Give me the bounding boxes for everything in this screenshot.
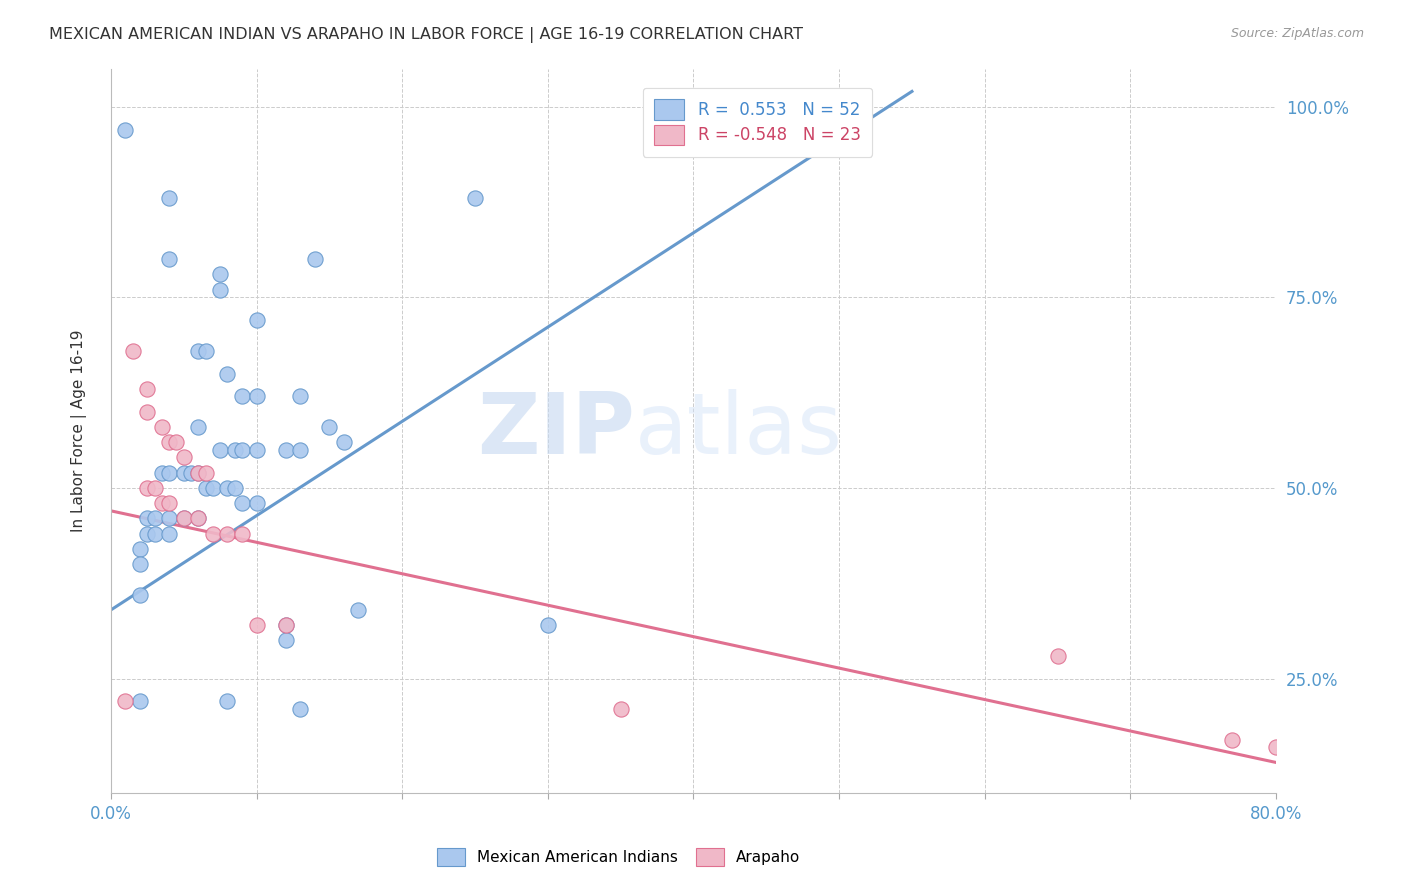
- Point: [217, 526, 239, 541]
- Point: [245, 618, 267, 632]
- Point: [290, 389, 312, 403]
- Point: [150, 466, 173, 480]
- Point: [150, 496, 173, 510]
- Point: [136, 382, 159, 396]
- Point: [217, 367, 239, 381]
- Point: [1222, 732, 1244, 747]
- Point: [245, 389, 267, 403]
- Point: [245, 313, 267, 327]
- Point: [173, 450, 195, 465]
- Point: [173, 466, 195, 480]
- Point: [173, 511, 195, 525]
- Point: [201, 526, 224, 541]
- Legend: Mexican American Indians, Arapaho: Mexican American Indians, Arapaho: [427, 838, 810, 875]
- Point: [157, 191, 180, 205]
- Text: ZIP: ZIP: [478, 389, 636, 472]
- Point: [209, 268, 232, 282]
- Point: [537, 618, 560, 632]
- Point: [136, 511, 159, 525]
- Point: [224, 481, 246, 495]
- Point: [157, 511, 180, 525]
- Point: [173, 511, 195, 525]
- Point: [157, 526, 180, 541]
- Point: [609, 702, 631, 716]
- Point: [194, 343, 217, 358]
- Point: [143, 481, 166, 495]
- Point: [231, 526, 253, 541]
- Point: [333, 435, 356, 450]
- Point: [217, 481, 239, 495]
- Point: [121, 343, 143, 358]
- Point: [150, 420, 173, 434]
- Point: [180, 466, 202, 480]
- Point: [129, 558, 152, 572]
- Point: [347, 603, 370, 617]
- Point: [209, 283, 232, 297]
- Point: [274, 618, 297, 632]
- Point: [274, 442, 297, 457]
- Legend: R =  0.553   N = 52, R = -0.548   N = 23: R = 0.553 N = 52, R = -0.548 N = 23: [643, 87, 872, 157]
- Point: [245, 442, 267, 457]
- Point: [224, 442, 246, 457]
- Point: [290, 442, 312, 457]
- Point: [136, 481, 159, 495]
- Point: [304, 252, 326, 267]
- Point: [318, 420, 340, 434]
- Point: [187, 420, 209, 434]
- Point: [157, 252, 180, 267]
- Point: [245, 496, 267, 510]
- Point: [194, 481, 217, 495]
- Point: [157, 496, 180, 510]
- Text: MEXICAN AMERICAN INDIAN VS ARAPAHO IN LABOR FORCE | AGE 16-19 CORRELATION CHART: MEXICAN AMERICAN INDIAN VS ARAPAHO IN LA…: [49, 27, 803, 43]
- Point: [187, 511, 209, 525]
- Point: [165, 435, 187, 450]
- Point: [194, 466, 217, 480]
- Point: [143, 526, 166, 541]
- Point: [187, 466, 209, 480]
- Point: [129, 588, 152, 602]
- Point: [274, 618, 297, 632]
- Point: [157, 435, 180, 450]
- Point: [1046, 648, 1069, 663]
- Point: [217, 694, 239, 708]
- Point: [231, 389, 253, 403]
- Point: [187, 511, 209, 525]
- Point: [129, 694, 152, 708]
- Point: [157, 466, 180, 480]
- Point: [231, 442, 253, 457]
- Point: [187, 466, 209, 480]
- Point: [1265, 740, 1288, 755]
- Point: [201, 481, 224, 495]
- Point: [143, 511, 166, 525]
- Point: [209, 442, 232, 457]
- Point: [231, 496, 253, 510]
- Y-axis label: In Labor Force | Age 16-19: In Labor Force | Age 16-19: [72, 329, 87, 532]
- Point: [136, 405, 159, 419]
- Text: atlas: atlas: [636, 389, 844, 472]
- Point: [187, 343, 209, 358]
- Point: [114, 694, 136, 708]
- Point: [114, 122, 136, 136]
- Point: [274, 633, 297, 648]
- Point: [290, 702, 312, 716]
- Point: [464, 191, 486, 205]
- Text: Source: ZipAtlas.com: Source: ZipAtlas.com: [1230, 27, 1364, 40]
- Point: [129, 541, 152, 556]
- Point: [136, 526, 159, 541]
